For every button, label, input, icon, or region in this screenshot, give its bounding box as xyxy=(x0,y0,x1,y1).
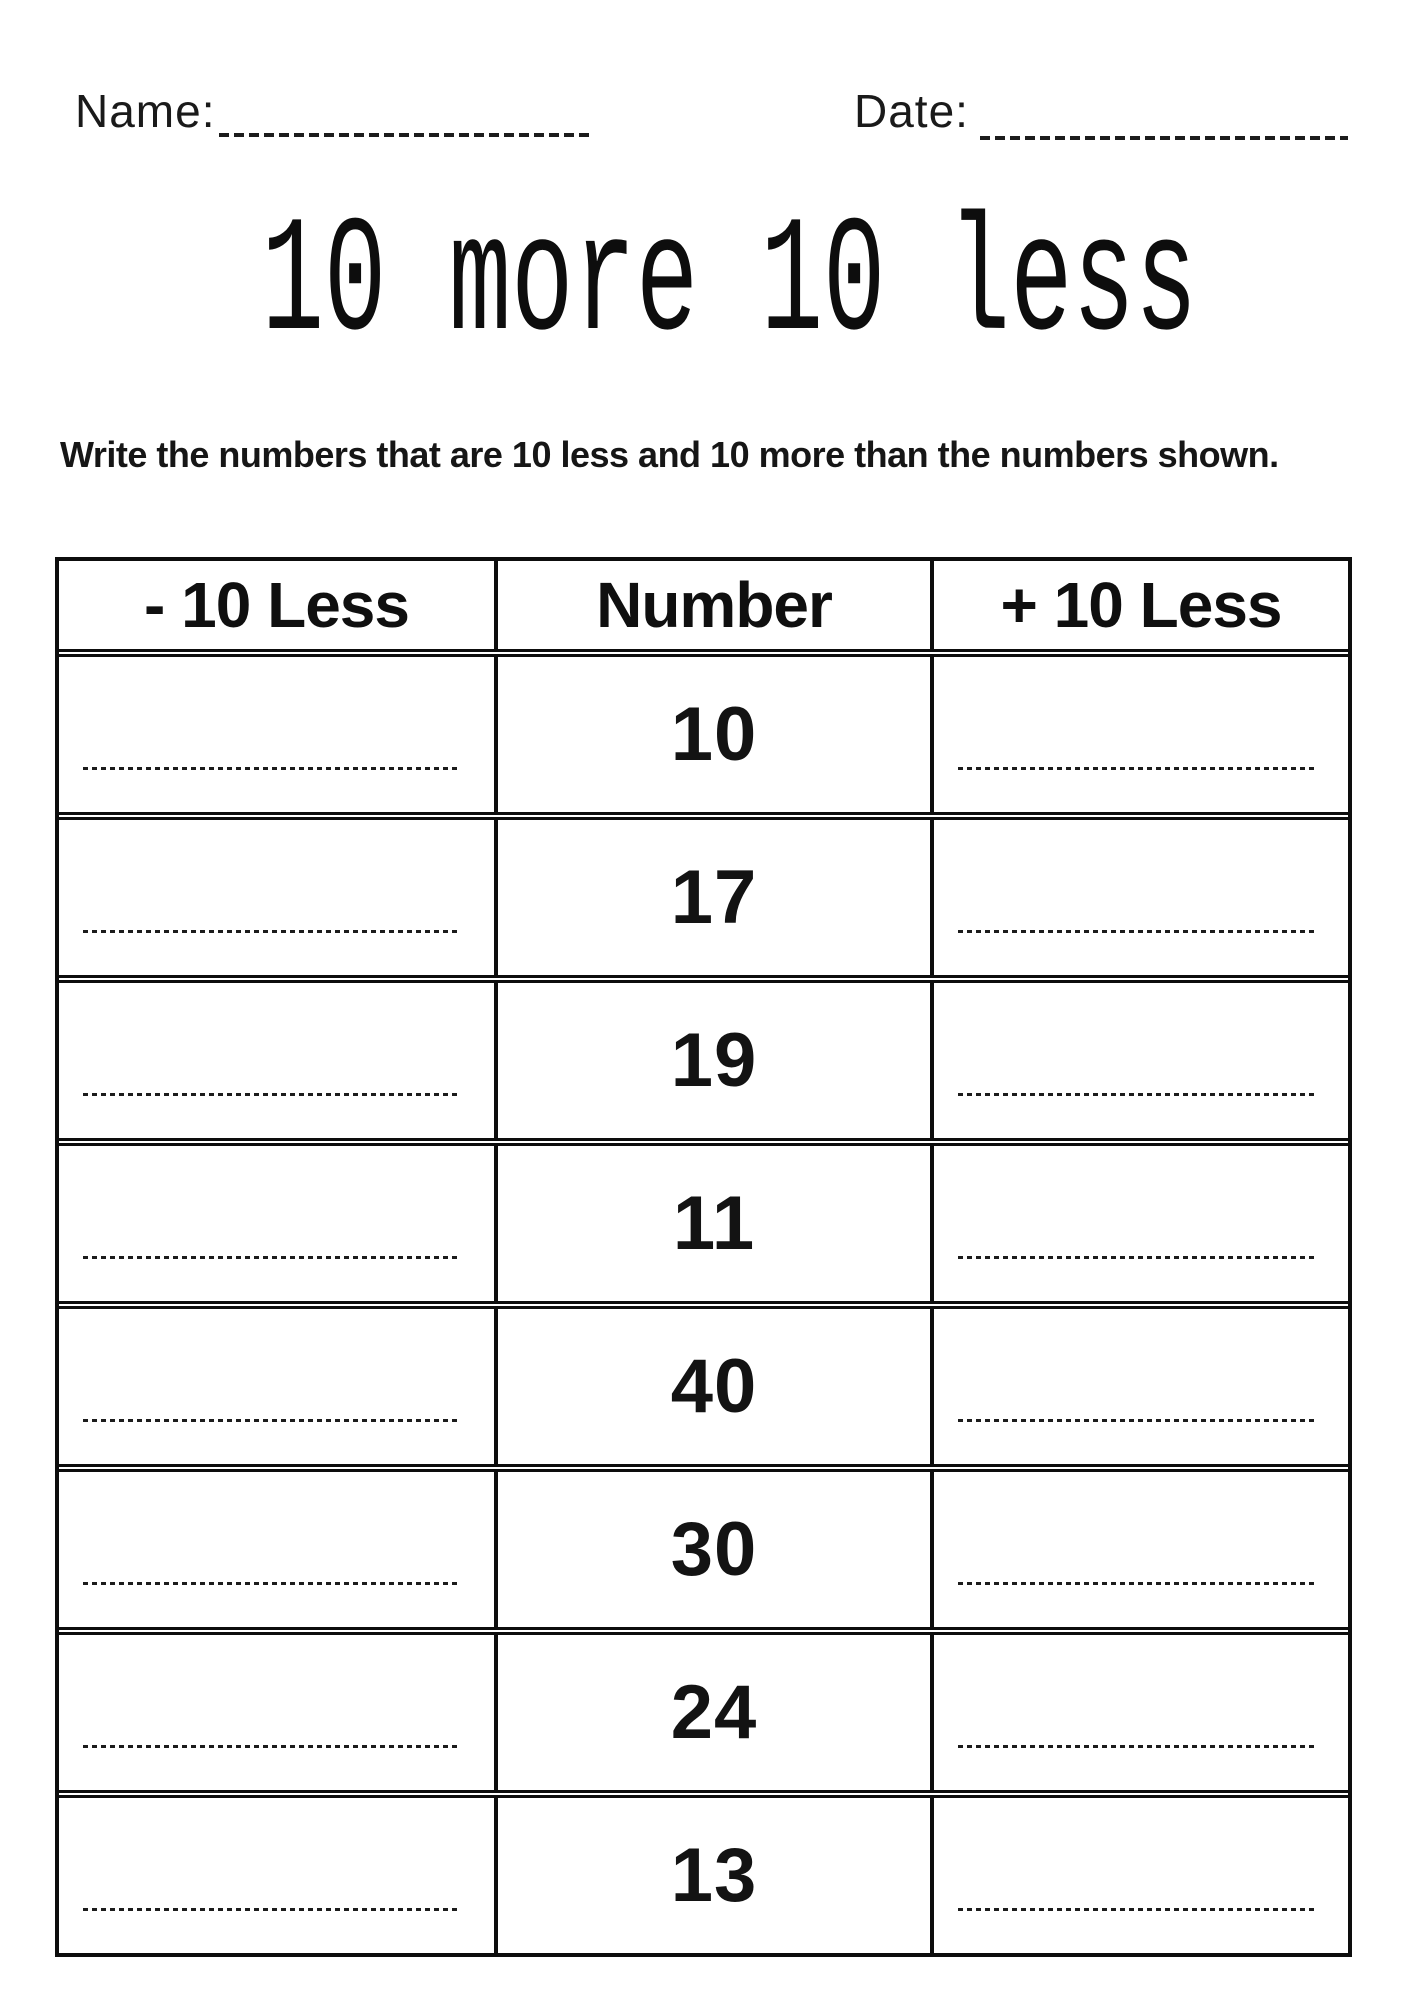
more-answer-line[interactable] xyxy=(958,1745,1314,1748)
number-value: 19 xyxy=(670,1018,758,1103)
less-answer-cell xyxy=(59,820,494,975)
less-answer-cell xyxy=(59,1635,494,1790)
less-answer-cell xyxy=(59,1472,494,1627)
table-row: 30 xyxy=(59,1464,1348,1627)
more-answer-cell xyxy=(930,1472,1348,1627)
number-cell: 19 xyxy=(494,983,930,1138)
less-answer-cell xyxy=(59,1146,494,1301)
header-cell-number: Number xyxy=(494,561,930,649)
number-cell: 10 xyxy=(494,657,930,812)
more-answer-cell xyxy=(930,983,1348,1138)
table-row: 10 xyxy=(59,649,1348,812)
more-answer-line[interactable] xyxy=(958,930,1314,933)
header-label-plus: + 10 Less xyxy=(1000,569,1283,641)
number-value: 24 xyxy=(670,1670,758,1755)
more-answer-line[interactable] xyxy=(958,1908,1314,1911)
number-value: 13 xyxy=(670,1833,758,1918)
header-cell-10-less-plus: + 10 Less xyxy=(930,561,1348,649)
more-answer-cell xyxy=(930,1146,1348,1301)
less-answer-line[interactable] xyxy=(83,1582,460,1585)
less-answer-cell xyxy=(59,1798,494,1953)
header-label-minus: - 10 Less xyxy=(144,569,410,641)
worksheet-title: 10 more 10 less xyxy=(261,191,1198,378)
less-answer-cell xyxy=(59,1309,494,1464)
number-value: 11 xyxy=(672,1181,756,1266)
table-header-row: - 10 Less Number + 10 Less xyxy=(59,561,1348,649)
more-answer-cell xyxy=(930,1635,1348,1790)
number-value: 17 xyxy=(670,855,758,940)
number-cell: 13 xyxy=(494,1798,930,1953)
number-value: 30 xyxy=(670,1507,758,1592)
number-cell: 24 xyxy=(494,1635,930,1790)
more-answer-cell xyxy=(930,1309,1348,1464)
worksheet-table: - 10 Less Number + 10 Less 10 17 19 xyxy=(55,557,1352,1957)
number-cell: 30 xyxy=(494,1472,930,1627)
less-answer-line[interactable] xyxy=(83,1908,460,1911)
less-answer-cell xyxy=(59,657,494,812)
number-value: 10 xyxy=(670,692,758,777)
table-row: 19 xyxy=(59,975,1348,1138)
date-fill-line[interactable] xyxy=(980,136,1348,140)
table-row: 11 xyxy=(59,1138,1348,1301)
number-cell: 17 xyxy=(494,820,930,975)
table-row: 40 xyxy=(59,1301,1348,1464)
more-answer-line[interactable] xyxy=(958,1093,1314,1096)
less-answer-cell xyxy=(59,983,494,1138)
more-answer-cell xyxy=(930,657,1348,812)
number-cell: 40 xyxy=(494,1309,930,1464)
name-label: Name: xyxy=(75,85,216,137)
less-answer-line[interactable] xyxy=(83,1745,460,1748)
more-answer-cell xyxy=(930,820,1348,975)
number-value: 40 xyxy=(670,1344,758,1429)
table-row: 17 xyxy=(59,812,1348,975)
less-answer-line[interactable] xyxy=(83,1419,460,1422)
less-answer-line[interactable] xyxy=(83,767,460,770)
less-answer-line[interactable] xyxy=(83,1256,460,1259)
table-row: 13 xyxy=(59,1790,1348,1953)
date-label: Date: xyxy=(854,85,969,137)
less-answer-line[interactable] xyxy=(83,930,460,933)
table-row: 24 xyxy=(59,1627,1348,1790)
header-label-number: Number xyxy=(596,569,833,641)
more-answer-line[interactable] xyxy=(958,767,1314,770)
more-answer-line[interactable] xyxy=(958,1419,1314,1422)
more-answer-line[interactable] xyxy=(958,1256,1314,1259)
number-cell: 11 xyxy=(494,1146,930,1301)
header-cell-10-less-minus: - 10 Less xyxy=(59,561,494,649)
less-answer-line[interactable] xyxy=(83,1093,460,1096)
name-fill-line[interactable] xyxy=(219,133,591,137)
more-answer-line[interactable] xyxy=(958,1582,1314,1585)
more-answer-cell xyxy=(930,1798,1348,1953)
instruction-text: Write the numbers that are 10 less and 1… xyxy=(60,434,1279,475)
